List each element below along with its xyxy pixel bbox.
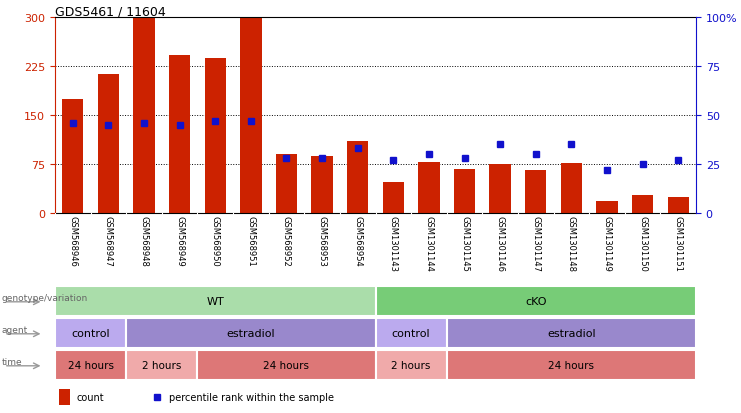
- Bar: [447, 351, 696, 380]
- Bar: [668, 197, 689, 214]
- Bar: [453, 169, 475, 214]
- Text: time: time: [1, 357, 22, 366]
- Bar: [597, 202, 618, 214]
- Bar: [376, 287, 696, 316]
- Bar: [276, 155, 297, 214]
- Text: estradiol: estradiol: [547, 328, 596, 338]
- Text: GSM568954: GSM568954: [353, 216, 362, 266]
- Bar: [126, 351, 197, 380]
- Bar: [490, 165, 511, 214]
- Bar: [311, 156, 333, 214]
- Bar: [418, 163, 439, 214]
- Text: GSM568950: GSM568950: [210, 216, 220, 266]
- Text: percentile rank within the sample: percentile rank within the sample: [169, 392, 334, 402]
- Text: agent: agent: [1, 325, 27, 335]
- Text: GSM1301149: GSM1301149: [602, 216, 611, 271]
- Text: GSM568947: GSM568947: [104, 216, 113, 266]
- Text: GSM568948: GSM568948: [139, 216, 148, 266]
- Bar: [62, 100, 84, 214]
- Text: control: control: [71, 328, 110, 338]
- Text: GSM1301147: GSM1301147: [531, 216, 540, 271]
- Bar: [55, 351, 126, 380]
- Bar: [525, 171, 546, 214]
- Text: cKO: cKO: [525, 296, 547, 306]
- Text: GSM568946: GSM568946: [68, 216, 77, 266]
- Text: GSM1301144: GSM1301144: [425, 216, 433, 271]
- Text: 2 hours: 2 hours: [391, 360, 431, 370]
- Bar: [55, 287, 376, 316]
- Bar: [376, 318, 447, 348]
- Bar: [240, 18, 262, 214]
- Bar: [382, 182, 404, 214]
- Bar: [126, 318, 376, 348]
- Text: control: control: [392, 328, 431, 338]
- Bar: [55, 318, 126, 348]
- Bar: [561, 163, 582, 214]
- Bar: [632, 195, 654, 214]
- Bar: [59, 389, 70, 405]
- Bar: [197, 351, 376, 380]
- Text: GSM568952: GSM568952: [282, 216, 291, 266]
- Bar: [98, 75, 119, 214]
- Text: 2 hours: 2 hours: [142, 360, 182, 370]
- Text: 24 hours: 24 hours: [67, 360, 113, 370]
- Text: count: count: [76, 392, 104, 402]
- Text: GSM1301151: GSM1301151: [674, 216, 682, 271]
- Text: GSM1301148: GSM1301148: [567, 216, 576, 271]
- Bar: [169, 56, 190, 214]
- Text: GSM568953: GSM568953: [318, 216, 327, 266]
- Bar: [347, 142, 368, 214]
- Text: GSM568949: GSM568949: [175, 216, 185, 266]
- Bar: [376, 351, 447, 380]
- Text: genotype/variation: genotype/variation: [1, 294, 87, 303]
- Bar: [447, 318, 696, 348]
- Bar: [205, 59, 226, 214]
- Text: GSM1301145: GSM1301145: [460, 216, 469, 271]
- Text: GSM568951: GSM568951: [246, 216, 256, 266]
- Text: GSM1301150: GSM1301150: [638, 216, 647, 271]
- Text: GDS5461 / 11604: GDS5461 / 11604: [55, 5, 166, 18]
- Text: estradiol: estradiol: [227, 328, 275, 338]
- Text: GSM1301146: GSM1301146: [496, 216, 505, 271]
- Bar: [133, 18, 155, 214]
- Text: WT: WT: [207, 296, 224, 306]
- Text: 24 hours: 24 hours: [264, 360, 310, 370]
- Text: GSM1301143: GSM1301143: [389, 216, 398, 271]
- Text: 24 hours: 24 hours: [548, 360, 594, 370]
